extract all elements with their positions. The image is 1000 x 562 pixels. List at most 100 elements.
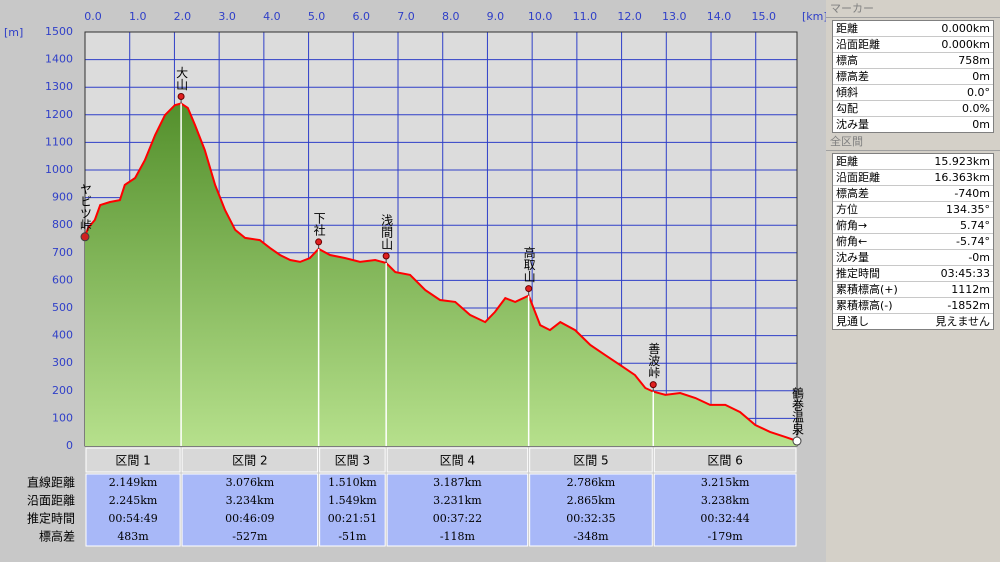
section-value: 2.786km — [567, 476, 616, 489]
section-value: 3.215km — [701, 476, 750, 489]
panel-value: 16.363km — [934, 171, 990, 184]
panel-value: 0.000km — [941, 22, 990, 35]
panel-value: 0.0° — [967, 86, 990, 99]
section-data-cell — [653, 473, 797, 547]
section-data-cell — [85, 473, 181, 547]
section-header-cell — [386, 447, 529, 473]
section-data-cell — [386, 473, 529, 547]
panel-row: 方位 134.35° — [833, 202, 993, 218]
section-value: 1.510km — [328, 476, 377, 489]
x-tick-label: 4.0 — [263, 10, 281, 23]
section-data-cell — [181, 473, 319, 547]
y-tick-label: 400 — [52, 329, 73, 342]
x-tick-label: 15.0 — [751, 10, 776, 23]
waypoint-marker — [649, 381, 657, 389]
section-header-cell — [319, 447, 386, 473]
panel-label: 累積標高(-) — [836, 299, 893, 312]
panel-value: 15.923km — [934, 155, 990, 168]
panel-title: 全区間 — [826, 133, 1000, 151]
section-value: 2.149km — [109, 476, 158, 489]
section-header: 区間 5 — [573, 454, 608, 468]
x-tick-label: 6.0 — [353, 10, 371, 23]
y-tick-label: 1400 — [45, 53, 73, 66]
x-tick-label: 13.0 — [662, 10, 687, 23]
panel-row: 標高 758m — [833, 53, 993, 69]
x-tick-label: 0.0 — [84, 10, 102, 23]
panel-box: 距離 0.000km 沿面距離 0.000km 標高 758m 標高差 0m 傾斜 0.0° 勾配 0… — [832, 20, 994, 133]
panel-value: 758m — [958, 54, 990, 67]
panel-row: 距離 15.923km — [833, 154, 993, 170]
y-tick-label: 1000 — [45, 163, 73, 176]
panel-label: 沿面距離 — [836, 38, 880, 51]
panel-row: 俯角→ 5.74° — [833, 218, 993, 234]
section-value: -348m — [573, 530, 609, 543]
waypoint-marker — [80, 232, 90, 242]
section-value: -179m — [708, 530, 744, 543]
panel-value: -740m — [954, 187, 990, 200]
waypoint-label: 浅間山 — [380, 214, 394, 250]
panel-label: 沈み量 — [836, 118, 869, 131]
panel-value: 0.000km — [941, 38, 990, 51]
panel-label: 方位 — [836, 203, 858, 216]
panel-value: -1852m — [947, 299, 990, 312]
section-data-cell — [319, 473, 386, 547]
panel-row: 沿面距離 0.000km — [833, 37, 993, 53]
row-label: 推定時間 — [27, 511, 75, 526]
y-tick-label: 900 — [52, 191, 73, 204]
panel-value: 0.0% — [962, 102, 990, 115]
panel-title: マーカー — [826, 0, 1000, 18]
panel-row: 見通し 見えません — [833, 314, 993, 329]
row-label: 標高差 — [39, 529, 75, 544]
waypoint-marker — [382, 252, 390, 260]
row-label: 直線距離 — [27, 475, 75, 490]
panel-value: -0m — [968, 251, 990, 264]
panel-row: 傾斜 0.0° — [833, 85, 993, 101]
panel-value: 1112m — [951, 283, 990, 296]
panel-row: 勾配 0.0% — [833, 101, 993, 117]
section-value: 2.865km — [567, 494, 616, 507]
section-header: 区間 2 — [232, 454, 267, 468]
profile-chart: [m] [km] 0 100 200 300 400 500 600 700 800 900 100… — [0, 0, 826, 562]
panel-value: 134.35° — [946, 203, 990, 216]
x-tick-label: 12.0 — [617, 10, 642, 23]
section-header-cell — [653, 447, 797, 473]
y-tick-label: 500 — [52, 301, 73, 314]
y-tick-label: 1100 — [45, 135, 73, 148]
panel-label: 累積標高(+) — [836, 283, 898, 296]
panel-label: 距離 — [836, 22, 858, 35]
section-data-cell — [529, 473, 653, 547]
waypoint-marker — [525, 285, 533, 293]
waypoint-label: 善波峠 — [647, 341, 661, 378]
x-tick-label: 1.0 — [129, 10, 147, 23]
waypoint-label: 大山 — [175, 66, 189, 90]
waypoint-label: 下社 — [312, 212, 326, 236]
panel-label: 推定時間 — [836, 267, 880, 280]
section-value: 00:54:49 — [108, 512, 157, 525]
x-tick-label: 3.0 — [218, 10, 236, 23]
area-fill — [85, 103, 797, 446]
section-value: 00:32:35 — [566, 512, 615, 525]
y-tick-label: 800 — [52, 218, 73, 231]
waypoint-marker — [792, 436, 802, 446]
panel-row: 距離 0.000km — [833, 21, 993, 37]
section-value: -51m — [338, 530, 367, 543]
section-header-cell — [181, 447, 319, 473]
y-tick-label: 100 — [52, 411, 73, 424]
section-header: 区間 4 — [440, 454, 475, 468]
panel-label: 俯角→ — [836, 219, 868, 232]
panel-value: -5.74° — [956, 235, 990, 248]
section-header: 区間 1 — [115, 454, 150, 468]
y-tick-label: 200 — [52, 384, 73, 397]
section-value: 00:37:22 — [433, 512, 482, 525]
x-tick-label: 2.0 — [174, 10, 192, 23]
section-value: 3.231km — [433, 494, 482, 507]
row-label: 沿面距離 — [27, 494, 75, 508]
x-tick-label: 8.0 — [442, 10, 460, 23]
panel-label: 見通し — [836, 315, 869, 328]
panel-label: 標高 — [836, 54, 858, 67]
panel-row: 推定時間 03:45:33 — [833, 266, 993, 282]
section-value: 483m — [117, 530, 149, 543]
section-value: 3.076km — [226, 476, 275, 489]
x-tick-label: 11.0 — [573, 10, 598, 23]
